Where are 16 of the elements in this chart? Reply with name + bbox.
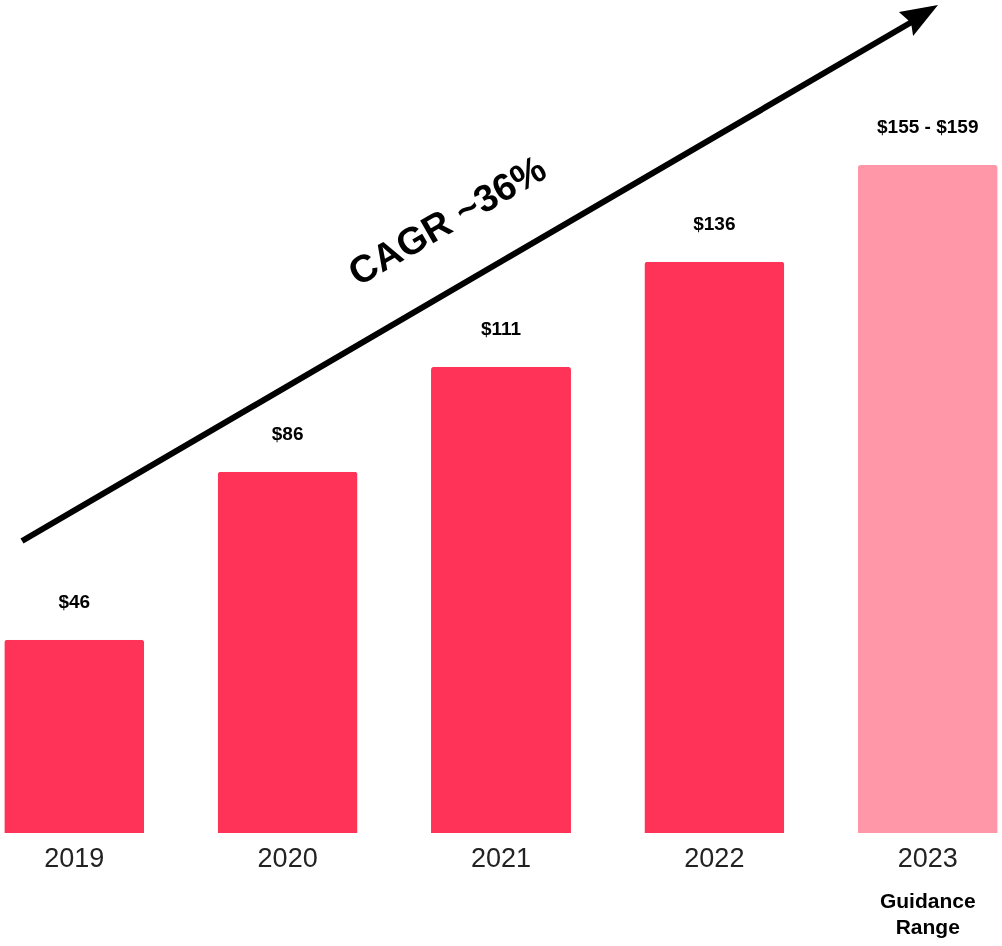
x-tick-label: 2021 bbox=[470, 842, 532, 873]
bar bbox=[857, 165, 998, 833]
text: Guidance Range bbox=[879, 889, 976, 938]
x-tick-label: 2020 bbox=[257, 842, 318, 873]
bar bbox=[644, 261, 785, 833]
annotation: $155 - $159 bbox=[877, 116, 979, 137]
data-label: $46 bbox=[58, 590, 91, 612]
data-label: $136 bbox=[693, 212, 736, 234]
data-label: $111 bbox=[480, 317, 522, 339]
x-tick-label: 2019 bbox=[44, 842, 105, 873]
bar bbox=[431, 366, 571, 833]
x-tick-label: 2023 bbox=[897, 842, 958, 873]
bar bbox=[4, 639, 145, 833]
data-label: $86 bbox=[271, 422, 304, 444]
x-tick-label: 2022 bbox=[684, 842, 745, 873]
bar bbox=[217, 471, 358, 833]
